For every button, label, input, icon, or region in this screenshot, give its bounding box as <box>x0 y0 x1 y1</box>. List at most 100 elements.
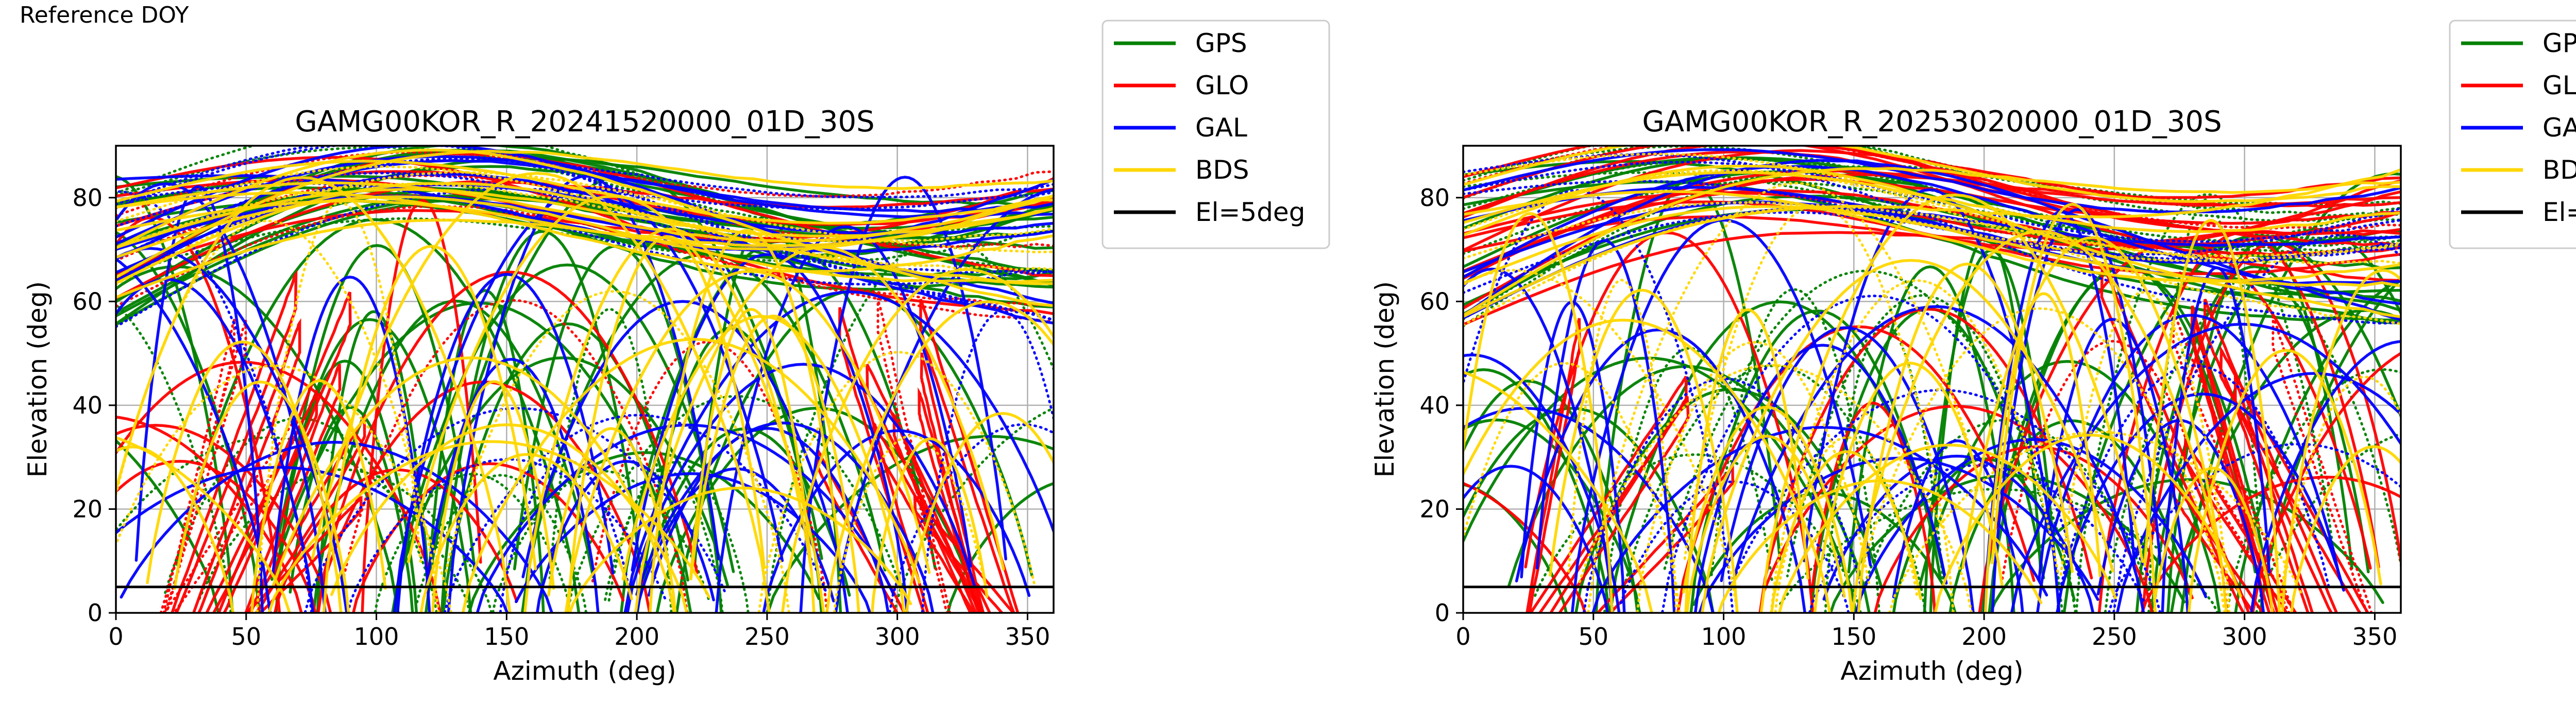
track-gal <box>116 190 313 613</box>
x-axis: 0 50 100 150 200 250 300 350 <box>1455 613 2397 650</box>
track-bds <box>116 182 1054 285</box>
track-bds <box>757 351 1036 613</box>
track-gps <box>566 395 903 613</box>
track-gps <box>116 175 234 613</box>
track-bds <box>1685 435 1846 613</box>
track-gal <box>626 363 976 613</box>
y-tick-label: 80 <box>72 184 103 212</box>
track-bds <box>2143 219 2281 613</box>
track-gps <box>316 310 430 613</box>
track-glo <box>2251 351 2401 613</box>
track-gal <box>1463 148 2401 214</box>
track-gps <box>1532 453 1862 613</box>
track-gal <box>1463 465 1609 613</box>
legend: GPS GLO GAL BDS El=5deg <box>1101 20 1330 249</box>
track-gal <box>623 290 1054 613</box>
track-gal <box>521 300 849 613</box>
x-axis-label: Azimuth (deg) <box>1840 656 2023 686</box>
track-bds <box>311 172 771 613</box>
track-bds <box>1463 168 2401 318</box>
track-bds <box>1567 279 1678 613</box>
track-bds <box>322 245 537 613</box>
track-gal <box>116 257 272 613</box>
track-gal <box>1591 425 2048 613</box>
track-gal <box>396 272 615 613</box>
y-tick-label: 80 <box>1419 184 1450 212</box>
track-gps <box>2075 193 2336 613</box>
x-axis: 0 50 100 150 200 250 300 350 <box>108 613 1050 650</box>
y-tick-label: 60 <box>1419 287 1450 315</box>
track-bds <box>116 187 1054 249</box>
track-gal <box>1463 159 2401 321</box>
track-gal <box>1535 239 1676 613</box>
track-bds <box>2290 445 2401 613</box>
track-bds <box>116 436 292 613</box>
track-bds <box>1961 236 2228 613</box>
track-gal <box>116 146 1054 321</box>
track-gal <box>2249 340 2401 613</box>
y-tick-label: 20 <box>72 495 103 523</box>
track-bds <box>2059 290 2231 613</box>
track-bds <box>568 486 912 613</box>
x-tick-label: 150 <box>1831 623 1876 650</box>
x-tick-label: 300 <box>2222 623 2267 650</box>
track-bds <box>2187 349 2382 613</box>
skyplot-chart-2: 0 50 100 150 200 250 300 350 0 20 40 60 80 GAMG00KOR_… <box>1370 20 2576 686</box>
track-bds <box>564 269 931 613</box>
track-glo <box>116 424 332 613</box>
satellite-tracks <box>116 146 1054 613</box>
x-tick-label: 350 <box>2352 623 2398 650</box>
track-glo <box>1463 146 2401 247</box>
track-gal <box>1733 305 2145 613</box>
track-bds <box>116 170 1054 286</box>
track-gal <box>303 407 726 613</box>
track-bds <box>116 182 1054 249</box>
track-bds <box>1636 340 1870 613</box>
track-gps <box>440 230 641 613</box>
track-bds <box>1463 212 1614 613</box>
track-gps <box>1463 368 1611 613</box>
track-bds <box>1684 308 1809 613</box>
track-gal <box>116 195 1054 253</box>
track-glo <box>2272 316 2373 613</box>
track-bds <box>146 340 343 613</box>
track-bds <box>116 191 1054 273</box>
track-bds <box>689 307 816 613</box>
satellite-tracks <box>1463 146 2401 613</box>
legend-label: GAL <box>1195 113 1247 143</box>
track-bds <box>116 445 235 613</box>
track-gal <box>1991 208 2162 613</box>
track-gal <box>1720 326 1975 613</box>
track-gal <box>443 414 828 613</box>
track-gps <box>116 303 232 613</box>
track-bds <box>648 229 842 613</box>
track-bds <box>444 290 791 613</box>
axes-frame <box>115 145 1055 614</box>
track-bds <box>1770 279 2060 613</box>
track-bds <box>1463 169 2401 325</box>
track-gal <box>799 176 1007 613</box>
track-gps <box>1463 418 1641 613</box>
track-bds <box>267 440 711 613</box>
track-bds <box>116 219 440 613</box>
x-tick-label: 0 <box>108 623 123 650</box>
track-bds <box>116 148 1054 307</box>
track-glo <box>116 180 1054 300</box>
track-bds <box>1463 370 1653 613</box>
track-bds <box>825 300 1054 613</box>
track-bds <box>2281 269 2401 613</box>
track-glo <box>361 199 482 613</box>
track-bds <box>1701 259 2114 613</box>
legend-label: GPS <box>2543 28 2576 58</box>
track-glo <box>1463 482 1587 613</box>
track-bds <box>1683 203 1955 613</box>
legend-label: GPS <box>1195 28 1247 58</box>
track-bds <box>1463 362 1681 613</box>
legend-label: GLO <box>1195 71 1249 100</box>
y-tick-label: 20 <box>1419 495 1450 523</box>
y-axis: 0 20 40 60 80 <box>1419 184 1463 627</box>
legend-label: El=5deg <box>2543 197 2576 227</box>
series-bds <box>116 148 1054 613</box>
track-gal <box>134 185 264 613</box>
